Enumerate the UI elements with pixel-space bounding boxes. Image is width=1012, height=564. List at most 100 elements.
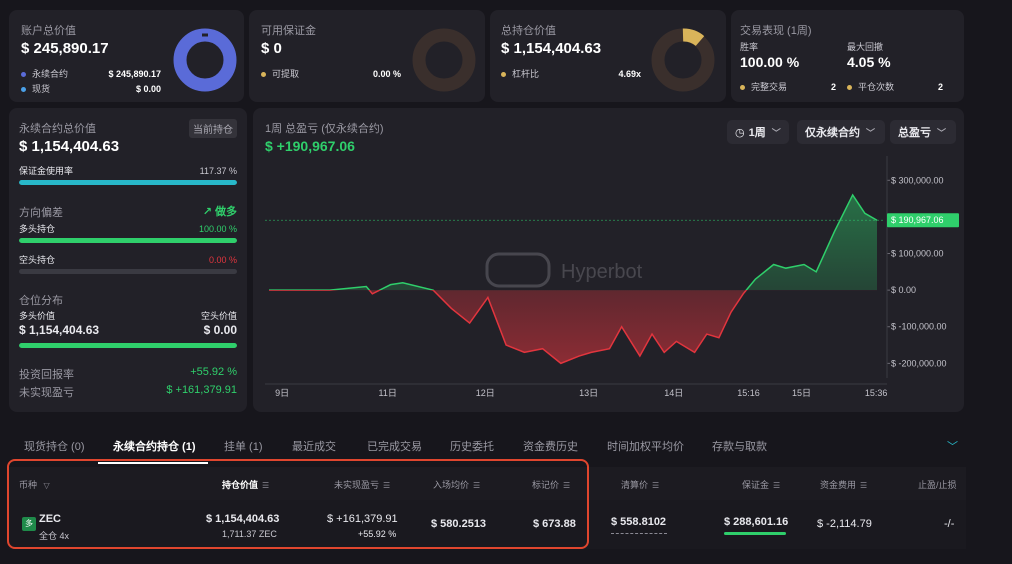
scope-selector[interactable]: 仅永续合约 ﹀ [797, 120, 885, 144]
close-row: 平仓次数 2 [847, 80, 943, 93]
margin-cell-bar [724, 532, 786, 535]
upnl-label: 未实现盈亏 [19, 387, 74, 399]
sort-icon: ☰ [563, 481, 571, 490]
tab-spot-positions[interactable]: 现货持仓 (0) [24, 441, 85, 453]
perp-label: 永续合约 [32, 69, 69, 79]
pnl-line-negative [269, 290, 748, 365]
sort-icon: ☰ [383, 481, 391, 490]
coin-name[interactable]: ZEC [39, 513, 61, 525]
tab-completed-trades[interactable]: 已完成交易 [367, 441, 422, 453]
spot-legend-row: 现货 $ 0.00 [21, 82, 161, 95]
header-upnl[interactable]: 未实现盈亏 ☰ [334, 478, 390, 491]
liq-cell: $ 558.8102 [611, 516, 667, 528]
tab-order-history[interactable]: 历史委托 [450, 441, 494, 453]
header-margin[interactable]: 保证金 ☰ [742, 478, 780, 491]
scope-selector-label: 仅永续合约 [805, 127, 860, 139]
header-funding-label: 资金费用 [820, 480, 857, 490]
y-tick-label: $ 100,000.00 [891, 249, 944, 259]
y-tick-label: $ -200,000.00 [891, 358, 947, 368]
short-total-value: $ 0.00 [203, 323, 237, 337]
y-tick-label: $ -100,000.00 [891, 322, 947, 332]
pnl-area-negative [269, 290, 877, 364]
long-bar [19, 238, 237, 243]
y-tick-label: $ 0.00 [891, 285, 916, 295]
y-tick-label: $ 300,000.00 [891, 175, 944, 185]
tab-open-orders[interactable]: 挂单 (1) [224, 441, 263, 453]
chevron-down-icon: ﹀ [937, 127, 947, 138]
tab-deposits-withdrawals[interactable]: 存款与取款 [712, 441, 767, 453]
margin-title: 可用保证金 [261, 25, 316, 37]
pnl-area-chart: Hyperbot $ 300,000.00$ 200,000.00$ 100,0… [265, 156, 959, 398]
x-tick-label: 15:16 [737, 388, 760, 398]
chevron-down-icon: ﹀ [866, 127, 876, 138]
highlight-box [7, 459, 589, 549]
x-tick-label: 13日 [579, 388, 598, 398]
margin-usage-bar-fill [19, 180, 237, 185]
short-value-label: 空头价值 [200, 311, 237, 321]
position-value: $ 1,154,404.63 [501, 40, 602, 57]
last-value-tag [887, 213, 959, 228]
last-value-label: $ 190,967.06 [891, 215, 944, 225]
withdraw-label: 可提取 [272, 69, 300, 79]
x-tick-label: 12日 [476, 388, 495, 398]
trend-up-icon: ↗ [202, 206, 212, 218]
spot-label: 现货 [32, 84, 51, 94]
header-funding[interactable]: 资金费用 ☰ [820, 478, 867, 491]
long-total-value: $ 1,154,404.63 [19, 323, 100, 337]
period-selector[interactable]: ◷ 1周 ﹀ [727, 120, 789, 144]
tab-twap[interactable]: 时间加权平均价 [607, 441, 684, 453]
tab-funding-history[interactable]: 资金费历史 [523, 441, 578, 453]
metric-selector-label: 总盈亏 [898, 127, 931, 139]
header-mark-label: 标记价 [532, 480, 560, 490]
spot-value: $ 0.00 [135, 83, 161, 94]
tab-perp-positions[interactable]: 永续合约持仓 (1) [113, 441, 196, 453]
tab-recent-fills[interactable]: 最近成交 [292, 441, 336, 453]
sort-icon: ☰ [473, 481, 481, 490]
bias-indicator: ↗ 做多 [203, 203, 237, 219]
perp-panel-title: 永续合约总价值 [19, 123, 96, 135]
completed-label: 完整交易 [751, 82, 788, 92]
long-bar-fill [19, 238, 237, 243]
leverage-row: 杠杆比 4.69x [501, 67, 641, 80]
completed-dot [740, 85, 745, 91]
x-tick-label: 9日 [275, 388, 289, 398]
perp-value: $ 245,890.17 [108, 68, 161, 79]
bias-label: 方向偏差 [19, 207, 63, 219]
winrate-value: 100.00 % [740, 54, 800, 70]
liq-underline [611, 533, 667, 534]
x-tick-label: 14日 [664, 388, 683, 398]
close-dot [847, 85, 852, 91]
header-position-value[interactable]: 持仓价值 ☰ [222, 478, 269, 491]
short-bar [19, 269, 237, 274]
header-entry-label: 入场均价 [433, 480, 470, 490]
x-tick-label: 11日 [379, 388, 397, 398]
margin-cell[interactable]: $ 288,601.16 [724, 516, 789, 528]
header-coin[interactable]: 币种 ▽ [19, 478, 50, 491]
chevron-down-icon: ﹀ [771, 127, 781, 138]
metric-selector[interactable]: 总盈亏 ﹀ [890, 120, 956, 144]
distribution-bar [19, 343, 237, 348]
collapse-chevron-icon[interactable]: ﹀ [947, 441, 958, 453]
table-row[interactable] [9, 500, 966, 549]
long-value: 100.00 % [198, 223, 237, 234]
pnl-line-positive [269, 193, 878, 291]
pnl-chart-panel: 1周 总盈亏 (仅永续合约) $ +190,967.06 ◷ 1周 ﹀ 仅永续合… [253, 108, 964, 412]
active-tab-underline [98, 462, 208, 464]
leverage-value: 4.69x [618, 68, 641, 79]
header-mark[interactable]: 标记价 ☰ [532, 478, 570, 491]
sort-icon: ☰ [773, 481, 781, 490]
header-liq[interactable]: 清算价 ☰ [621, 478, 659, 491]
account-donut-chart [173, 28, 237, 92]
period-selector-label: 1周 [748, 127, 766, 139]
current-position-badge[interactable]: 当前持仓 [189, 119, 237, 138]
tpsl-cell[interactable]: -/- [944, 518, 955, 530]
position-size-cell: 1,711.37 ZEC [222, 529, 277, 539]
header-entry[interactable]: 入场均价 ☰ [433, 478, 480, 491]
perp-summary-panel: 永续合约总价值 当前持仓 $ 1,154,404.63 保证金使用率 117.3… [9, 108, 247, 412]
perp-legend-row: 永续合约 $ 245,890.17 [21, 67, 161, 80]
account-value-card: 账户总价值 $ 245,890.17 永续合约 $ 245,890.17 现货 … [9, 10, 244, 102]
header-tpsl[interactable]: 止盈/止损 [918, 478, 957, 491]
leverage-dot [501, 72, 506, 78]
entry-cell: $ 580.2513 [431, 518, 487, 530]
margin-usage-bar [19, 180, 237, 185]
